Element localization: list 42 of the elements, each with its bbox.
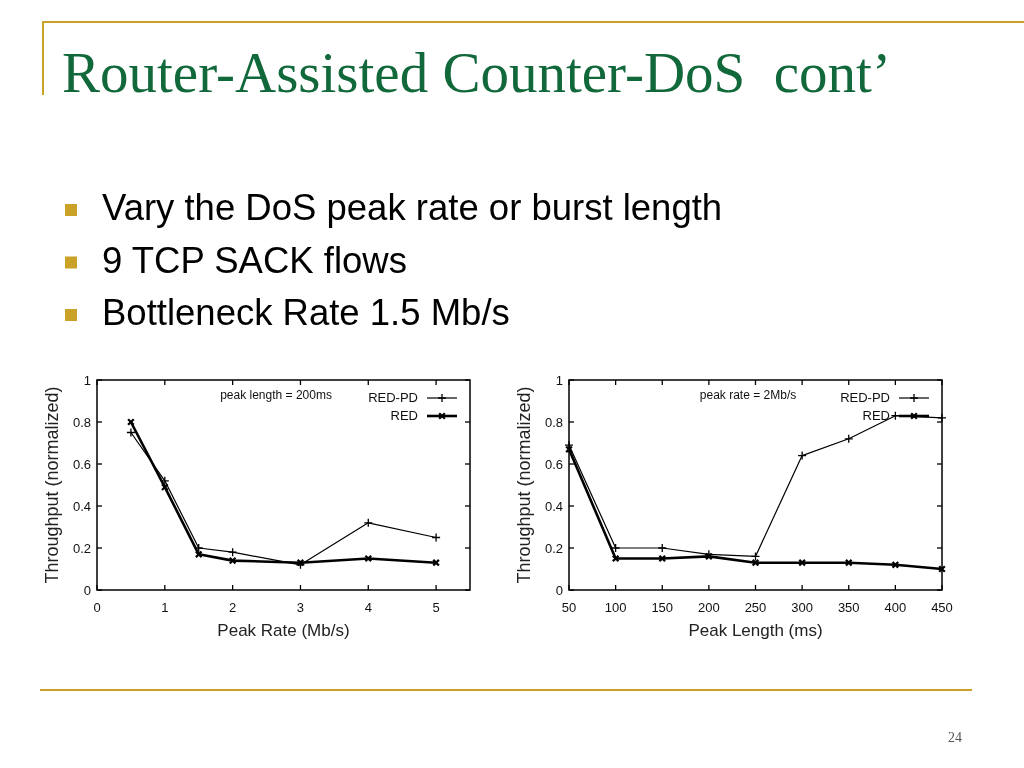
y-tick-label: 0.8	[72, 414, 91, 430]
x-axis-title: Peak Rate (Mb/s)	[217, 621, 350, 640]
x-axis-title: Peak Length (ms)	[688, 621, 823, 640]
x-tick-label: 450	[931, 600, 953, 615]
x-tick-label: 1	[161, 600, 169, 615]
legend-label: RED-PD	[840, 390, 890, 405]
y-tick-label: 1	[83, 372, 91, 388]
text: 9 TCP SACK flows	[102, 239, 407, 281]
text: Vary the DoS peak rate or burst length	[102, 187, 723, 228]
x-tick-label: 300	[791, 600, 813, 615]
x-tick-label: 250	[744, 600, 767, 615]
x-tick-label: 350	[837, 600, 860, 615]
x-tick-label: 4	[364, 600, 372, 615]
legend-label: RED-PD	[368, 390, 418, 405]
y-tick-label: 0.2	[544, 540, 563, 556]
x-tick-label: 400	[884, 600, 907, 615]
y-axis-title: Throughput (normalized)	[514, 386, 534, 584]
x-tick-label: 5	[432, 600, 440, 615]
text: Bottleneck Rate 1.5 Mb/s	[102, 292, 510, 333]
annotation: peak rate = 2Mb/s	[699, 388, 797, 402]
x-tick-label: 2	[229, 600, 237, 615]
y-tick-label: 0.6	[72, 456, 91, 472]
text: 24	[948, 730, 962, 745]
x-tick-label: 200	[698, 600, 720, 615]
x-tick-label: 3	[296, 600, 305, 615]
annotation: peak length = 200ms	[220, 388, 332, 402]
text: Router-Assisted Counter-DoS cont’	[62, 41, 891, 104]
y-tick-label: 0.4	[544, 498, 563, 514]
y-tick-label: 0.2	[72, 540, 91, 556]
y-tick-label: 1	[555, 372, 563, 388]
x-tick-label: 150	[651, 600, 674, 615]
y-tick-label: 0.4	[72, 498, 91, 514]
y-tick-label: 0.8	[544, 414, 563, 430]
y-axis-title: Throughput (normalized)	[42, 386, 62, 584]
legend-label: RED	[862, 408, 890, 423]
x-tick-label: 0	[93, 600, 101, 615]
legend-label: RED	[390, 408, 418, 423]
x-tick-label: 50	[561, 600, 577, 615]
x-tick-label: 100	[604, 600, 627, 615]
y-tick-label: 0	[555, 582, 563, 598]
y-tick-label: 0	[83, 582, 91, 598]
y-tick-label: 0.6	[544, 456, 563, 472]
